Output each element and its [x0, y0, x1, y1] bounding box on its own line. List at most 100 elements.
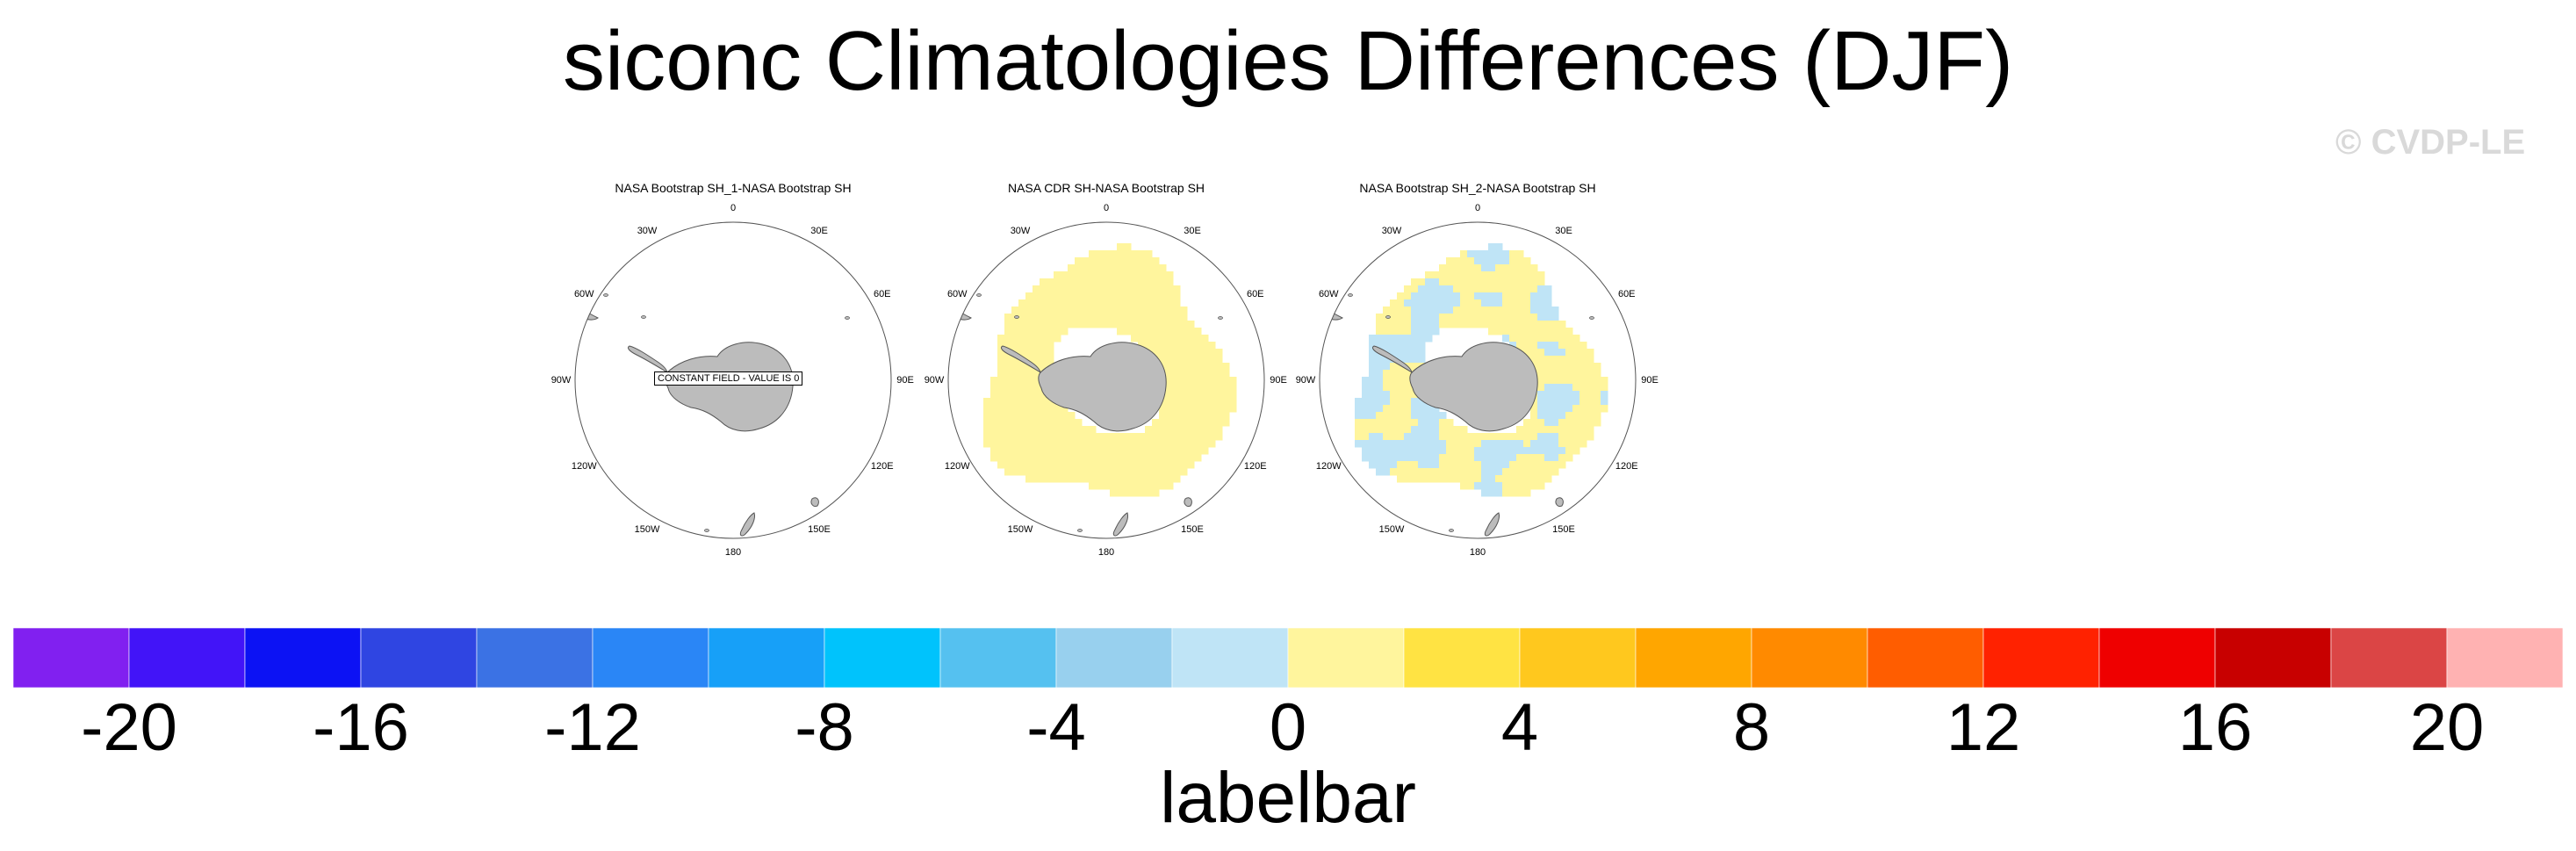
grid-cell — [1201, 433, 1209, 441]
grid-cell — [1187, 454, 1195, 462]
grid-cell — [1558, 426, 1566, 434]
grid-cell — [1425, 475, 1433, 483]
grid-cell — [1033, 356, 1040, 364]
grid-cell — [1222, 412, 1230, 420]
labelbar-swatch — [476, 627, 594, 689]
grid-cell — [1404, 405, 1412, 413]
grid-cell — [1040, 391, 1047, 399]
longitude-label: 120E — [1615, 461, 1638, 472]
grid-cell — [1390, 384, 1398, 392]
grid-cell — [1152, 321, 1160, 328]
grid-cell — [1418, 328, 1426, 335]
grid-cell — [1509, 468, 1517, 476]
grid-cell — [1047, 405, 1054, 413]
grid-cell — [1376, 461, 1384, 469]
grid-cell — [1173, 356, 1181, 364]
grid-cell — [1025, 377, 1033, 385]
grid-cell — [1159, 440, 1167, 448]
grid-cell — [1481, 440, 1489, 448]
grid-cell — [1033, 440, 1040, 448]
grid-cell — [1208, 377, 1216, 385]
grid-cell — [1397, 440, 1405, 448]
grid-cell — [1138, 328, 1146, 335]
grid-cell — [1229, 377, 1237, 385]
grid-cell — [1390, 391, 1398, 399]
grid-cell — [1040, 356, 1047, 364]
grid-cell — [1579, 377, 1587, 385]
grid-cell — [1565, 426, 1573, 434]
grid-cell — [1383, 321, 1391, 328]
grid-cell — [1047, 321, 1054, 328]
grid-cell — [1075, 314, 1083, 321]
antarctica-landmass — [665, 342, 794, 432]
grid-cell — [1495, 292, 1503, 300]
grid-cell — [1397, 292, 1405, 300]
map-panel: NASA Bootstrap SH_2-NASA Bootstrap SH 0 30… — [1293, 176, 1662, 562]
grid-cell — [1173, 454, 1181, 462]
grid-cell — [1383, 356, 1391, 364]
grid-cell — [1453, 447, 1461, 455]
grid-cell — [1516, 271, 1524, 279]
grid-cell — [1579, 356, 1587, 364]
grid-cell — [1194, 349, 1202, 357]
grid-cell — [1096, 314, 1104, 321]
labelbar-tick-label: -4 — [1026, 690, 1086, 765]
grid-cell — [1565, 440, 1573, 448]
grid-cell — [1040, 342, 1047, 350]
grid-cell — [1075, 433, 1083, 441]
grid-cell — [1404, 307, 1412, 314]
grid-cell — [1404, 447, 1412, 455]
grid-cell — [1159, 278, 1167, 286]
grid-cell — [1082, 257, 1090, 265]
grid-cell — [1180, 454, 1188, 462]
grid-cell — [1537, 314, 1545, 321]
grid-cell — [990, 440, 998, 448]
grid-cell — [1404, 475, 1412, 483]
grid-cell — [1502, 328, 1510, 335]
grid-cell — [1523, 419, 1531, 427]
grid-cell — [1054, 433, 1061, 441]
grid-cell — [1418, 405, 1426, 413]
grid-cell — [1551, 342, 1559, 350]
grid-cell — [1537, 454, 1545, 462]
grid-cell — [1159, 285, 1167, 293]
grid-cell — [1474, 321, 1482, 328]
grid-cell — [1047, 285, 1054, 293]
grid-cell — [1376, 468, 1384, 476]
page-title: siconc Climatologies Differences (DJF) — [562, 14, 2014, 108]
grid-cell — [1460, 447, 1468, 455]
grid-cell — [1201, 391, 1209, 399]
grid-cell — [1103, 468, 1111, 476]
labelbar-tick-label: 4 — [1500, 690, 1539, 765]
grid-cell — [1110, 321, 1118, 328]
grid-cell — [1495, 285, 1503, 293]
grid-cell — [1488, 299, 1496, 307]
labelbar-swatch — [1635, 627, 1752, 689]
grid-cell — [1025, 440, 1033, 448]
grid-cell — [1201, 398, 1209, 406]
grid-cell — [1481, 433, 1489, 441]
grid-cell — [1215, 363, 1223, 371]
grid-cell — [1018, 384, 1026, 392]
grid-cell — [1047, 433, 1054, 441]
grid-cell — [1432, 433, 1440, 441]
grid-cell — [1173, 314, 1181, 321]
grid-cell — [1404, 314, 1412, 321]
grid-cell — [1040, 412, 1047, 420]
grid-cell — [1096, 447, 1104, 455]
grid-cell — [1145, 475, 1153, 483]
grid-cell — [1537, 384, 1545, 392]
grid-cell — [1166, 363, 1174, 371]
grid-cell — [1138, 271, 1146, 279]
grid-cell — [1082, 461, 1090, 469]
grid-cell — [1096, 278, 1104, 286]
grid-cell — [1537, 349, 1545, 357]
grid-cell — [1117, 475, 1125, 483]
map-panel-title: NASA CDR SH-NASA Bootstrap SH — [1007, 181, 1205, 195]
grid-cell — [1033, 328, 1040, 335]
grid-cell — [1201, 356, 1209, 364]
grid-cell — [1425, 292, 1433, 300]
grid-cell — [1187, 426, 1195, 434]
grid-cell — [1180, 447, 1188, 455]
grid-cell — [1558, 419, 1566, 427]
